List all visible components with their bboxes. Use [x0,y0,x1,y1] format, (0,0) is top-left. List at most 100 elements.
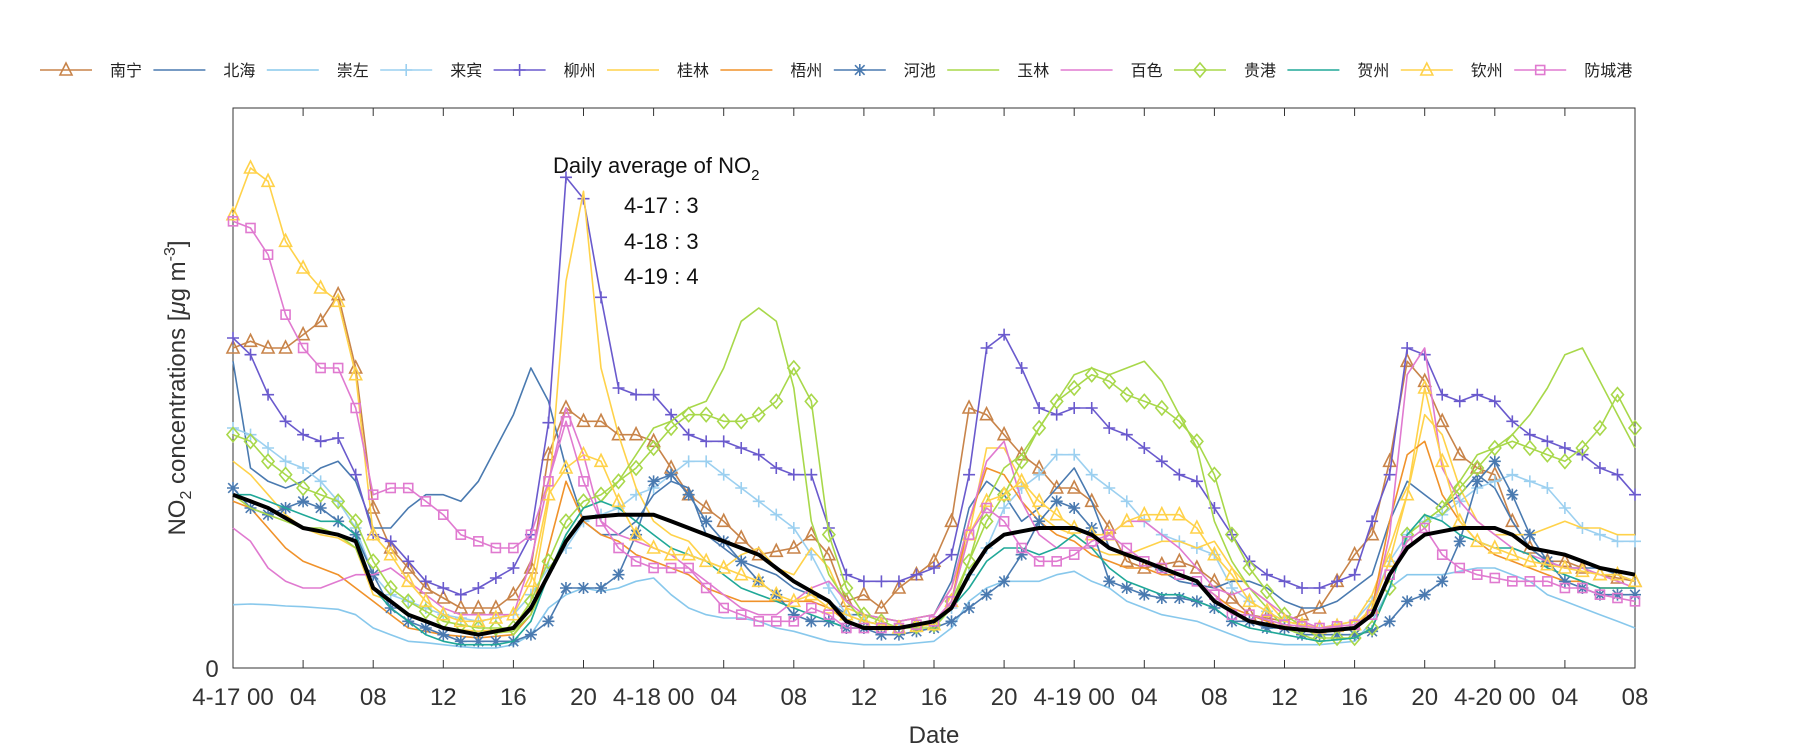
x-tick-label-9: 12 [851,684,878,711]
series-13-point-32 [788,616,800,627]
series-line-9 [232,347,1636,629]
y-axis-title-rest: concentrations [ [164,314,191,490]
series-7-point-29 [735,555,748,568]
series-12-point-9 [383,545,399,561]
series-7-point-71 [1471,475,1484,488]
series-4-point-65 [1366,515,1379,528]
series-4-point-26 [682,428,695,441]
series-10-point-46 [1032,419,1047,437]
series-10-point-75 [1540,446,1555,463]
series-10-point-71 [1470,459,1485,477]
series-10-point-80 [1627,419,1643,437]
series-4-point-54 [1173,468,1186,481]
series-12-point-16 [506,605,521,621]
series-7-point-43 [980,588,993,601]
series-4-point-16 [507,562,520,574]
series-12-point-78 [1592,565,1608,581]
series-10-point-18 [541,553,556,570]
series-13-point-2 [262,249,274,260]
series-10-point-34 [821,526,836,543]
series-4-point-74 [1523,428,1536,441]
series-4-point-30 [752,448,765,461]
series-10-point-79 [1610,386,1625,403]
series-13-point-24 [648,562,659,574]
series-4-point-15 [489,572,502,584]
series-13-point-7 [350,402,361,414]
legend-label-4: 柳州 [564,62,596,80]
x-tick-label-1: 04 [290,684,317,711]
series-3-point-48 [1068,448,1081,461]
series-12-point-32 [786,592,802,608]
x-tick-label-5: 20 [570,684,597,711]
series-12-point-68 [1417,379,1432,394]
series-4-point-36 [857,575,870,588]
series-13-point-73 [1507,576,1518,587]
series-12-point-17 [523,572,539,588]
series-4-point-7 [349,468,362,481]
legend-marker-7 [853,64,866,76]
series-13-point-79 [1612,592,1623,604]
series-13-point-35 [841,622,852,634]
series-0-point-6 [330,285,346,301]
x-tick-label-15: 12 [1271,684,1298,711]
series-0-point-49 [1084,492,1100,508]
legend-item-1: 北海 [153,62,255,80]
legend-item-2: 崇左 [266,62,369,80]
series-12-point-23 [628,525,644,541]
annotation-title-sub: 2 [751,167,759,184]
series-4-point-44 [998,328,1011,341]
series-12-point-58 [1242,592,1257,608]
legend-label-9: 百色 [1131,62,1163,80]
series-13-point-69 [1436,549,1448,560]
series-12-point-7 [348,365,363,381]
series-10-point-6 [331,493,346,510]
series-7-point-74 [1523,528,1536,541]
series-7-point-51 [1120,582,1133,594]
series-13-point-76 [1559,582,1571,594]
series-4-point-52 [1138,442,1151,454]
series-10-point-7 [348,513,363,530]
series-13-point-25 [665,562,677,574]
legend-label-5: 桂林 [677,62,709,80]
legend-item-7: 河池 [833,62,936,80]
series-0-point-70 [1452,445,1468,461]
series-13-point-27 [700,582,712,594]
series-12-point-31 [768,585,784,601]
series-10-point-25 [664,419,679,437]
legend-item-9: 百色 [1060,62,1163,80]
series-3-point-46 [1033,468,1046,481]
series-4-point-51 [1120,428,1133,441]
series-7-point-4 [297,495,310,508]
x-tick-label-18: 4-20 00 [1454,684,1535,711]
series-13-point-74 [1524,576,1536,587]
series-3-point-79 [1611,535,1624,548]
series-13-point-29 [735,609,747,620]
legend-label-11: 贺州 [1357,62,1389,80]
series-4-point-56 [1208,502,1221,514]
series-4-point-12 [437,582,450,594]
series-13-point-44 [998,516,1010,527]
daily-average-annotation: Daily average of NO2 4-17 : 3 4-18 : 3 4… [553,153,759,289]
series-13-point-15 [490,542,502,554]
series-7-point-70 [1453,535,1466,548]
legend-item-3: 来宾 [380,62,482,80]
series-10-point-33 [804,393,819,410]
legend-label-8: 玉林 [1017,62,1049,80]
series-13-point-26 [683,562,694,574]
x-tick-label-4: 16 [500,684,527,711]
series-10-point-77 [1575,439,1590,457]
series-13-point-6 [332,362,344,374]
legend-label-10: 贵港 [1244,62,1276,80]
series-12-point-43 [979,492,994,508]
series-13-point-16 [508,542,519,554]
series-12-point-52 [1137,505,1152,521]
series-3-point-2 [262,442,275,454]
series-12-point-74 [1522,552,1538,568]
series-0-point-76 [1557,552,1573,568]
series-12-point-76 [1557,559,1573,574]
series-12-point-47 [1049,505,1064,521]
series-7-point-26 [682,488,695,501]
series-10-point-2 [260,453,276,470]
series-10-point-73 [1505,433,1520,450]
x-tick-label-11: 20 [991,684,1018,711]
